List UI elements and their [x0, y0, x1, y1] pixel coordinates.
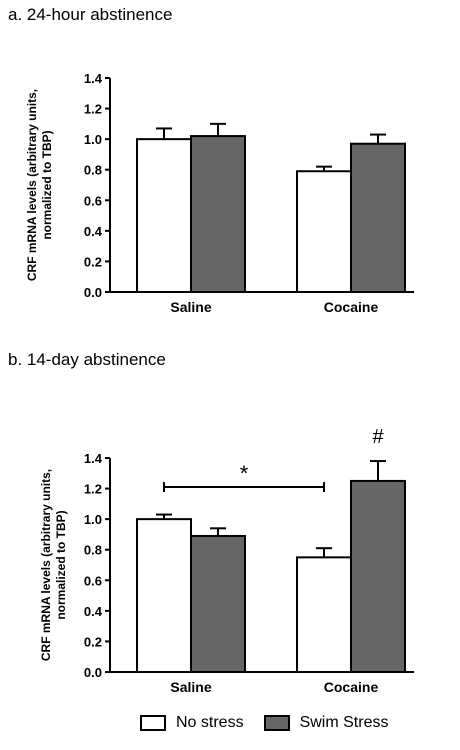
y-tick-label: 0.6	[84, 193, 102, 208]
bar	[350, 142, 406, 293]
panel-b-title: b. 14-day abstinence	[8, 350, 166, 369]
y-axis-label: normalized to TBP)	[54, 510, 68, 619]
bar	[136, 518, 192, 674]
y-tick-label: 1.2	[84, 102, 102, 117]
y-tick-label: 0.0	[84, 665, 102, 680]
y-tick-label: 0.0	[84, 285, 102, 300]
x-tick-label: Saline	[170, 299, 211, 315]
bar	[190, 135, 246, 293]
legend: No stress Swim Stress	[140, 714, 408, 732]
significance-asterisk: *	[240, 461, 249, 486]
y-tick-label: 1.4	[84, 71, 103, 86]
y-tick-label: 1.4	[84, 451, 103, 466]
chart-24-hour: 0.0 0.2 0.4 0.6 0.8 1.0 1.2 1.4 CRF mRNA levels …	[25, 71, 414, 315]
y-tick-label: 0.8	[84, 543, 102, 558]
legend-swatch-swim-stress	[263, 715, 290, 731]
legend-swatch-no-stress	[140, 715, 166, 731]
y-tick-label: 0.4	[84, 604, 103, 619]
y-tick-label: 1.0	[84, 512, 102, 527]
legend-label-no-stress: No stress	[176, 714, 244, 731]
y-axis-label: CRF mRNA levels (arbitrary units,	[25, 89, 39, 281]
bar	[190, 534, 246, 674]
x-tick-label: Cocaine	[324, 679, 379, 695]
y-axis-label: normalized to TBP)	[40, 130, 54, 239]
y-tick-label: 0.2	[84, 634, 102, 649]
x-tick-label: Cocaine	[324, 299, 379, 315]
chart-14-day: 0.0 0.2 0.4 0.6 0.8 1.0 1.2 1.4 CRF mRNA levels …	[39, 426, 414, 695]
legend-label-swim-stress: Swim Stress	[299, 714, 389, 731]
bar	[296, 556, 352, 673]
legend-item-no-stress: No stress	[140, 714, 244, 732]
y-tick-label: 0.4	[84, 224, 103, 239]
y-tick-label: 1.2	[84, 482, 102, 497]
y-tick-label: 0.6	[84, 573, 102, 588]
y-tick-label: 0.2	[84, 254, 102, 269]
panel-a-title: a. 24-hour abstinence	[8, 5, 173, 24]
bar	[296, 170, 352, 293]
bar	[136, 138, 192, 293]
y-tick-label: 1.0	[84, 132, 102, 147]
significance-hash: #	[372, 426, 384, 448]
bar	[350, 479, 406, 673]
x-tick-label: Saline	[170, 679, 211, 695]
y-tick-label: 0.8	[84, 163, 102, 178]
y-axis-label: CRF mRNA levels (arbitrary units,	[39, 469, 53, 661]
legend-item-swim-stress: Swim Stress	[263, 714, 389, 732]
